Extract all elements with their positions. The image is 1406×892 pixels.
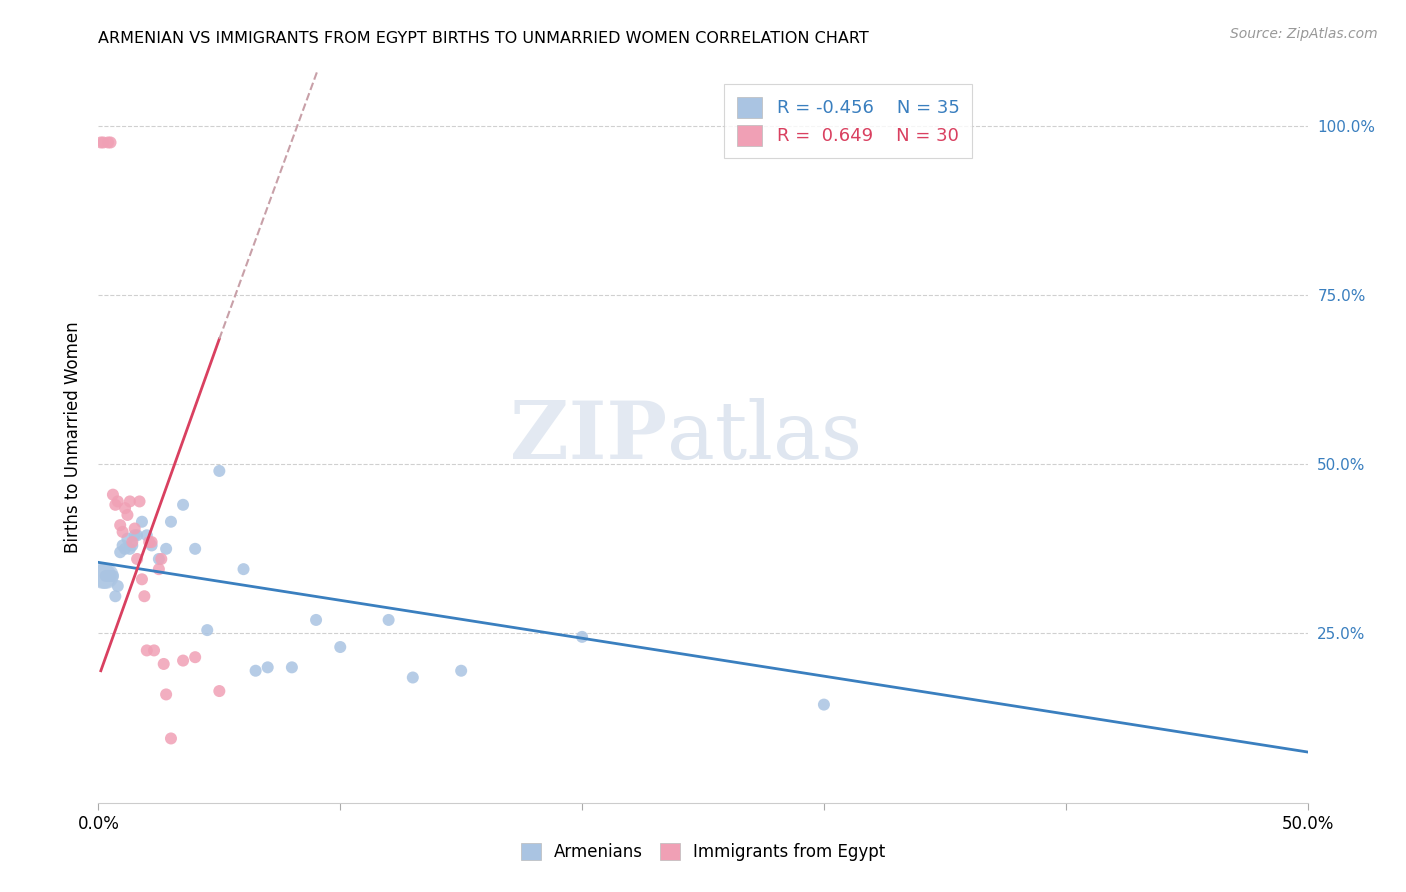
Point (131, 572, 153, 586)
Point (150, 552, 173, 566)
Point (91, 569, 114, 583)
Point (141, 535, 163, 549)
Point (450, 664, 472, 678)
Point (108, 545, 131, 559)
Point (127, 552, 149, 566)
Point (184, 650, 207, 665)
Y-axis label: Births to Unmarried Women: Births to Unmarried Women (63, 321, 82, 553)
Point (104, 589, 127, 603)
Point (128, 494, 150, 508)
Point (117, 508, 139, 522)
Point (813, 698, 835, 712)
Point (160, 731, 183, 746)
Point (184, 541, 207, 556)
Point (160, 515, 183, 529)
Point (114, 501, 136, 516)
Point (101, 488, 124, 502)
Point (208, 464, 231, 478)
Point (104, 498, 127, 512)
Point (172, 498, 194, 512)
Text: ZIP: ZIP (510, 398, 666, 476)
Point (172, 654, 194, 668)
Point (94, 569, 117, 583)
Text: Source: ZipAtlas.com: Source: ZipAtlas.com (1230, 27, 1378, 41)
Point (138, 535, 160, 549)
Point (155, 688, 177, 702)
Point (281, 660, 304, 674)
Point (256, 660, 278, 674)
Point (108, 518, 131, 533)
Point (111, 538, 134, 552)
Point (91, 136, 114, 150)
Point (155, 541, 177, 556)
Point (134, 589, 156, 603)
Point (94, 569, 117, 583)
Point (117, 532, 139, 546)
Point (124, 521, 146, 535)
Point (121, 538, 143, 552)
Point (114, 541, 136, 556)
Point (232, 562, 254, 576)
Point (118, 541, 141, 556)
Point (148, 562, 170, 576)
Point (127, 528, 149, 542)
Point (143, 643, 166, 657)
Point (305, 613, 328, 627)
Point (208, 684, 231, 698)
Point (97, 569, 120, 583)
Point (111, 524, 134, 539)
Point (195, 623, 218, 637)
Legend: Armenians, Immigrants from Egypt: Armenians, Immigrants from Egypt (515, 836, 891, 868)
Point (107, 494, 129, 508)
Point (141, 538, 163, 552)
Point (245, 664, 267, 678)
Point (152, 657, 174, 671)
Point (571, 630, 593, 644)
Point (329, 640, 352, 654)
Point (135, 528, 157, 542)
Point (107, 579, 129, 593)
Point (402, 671, 425, 685)
Point (100, 136, 122, 150)
Point (101, 569, 124, 583)
Point (118, 494, 141, 508)
Point (131, 515, 153, 529)
Point (135, 643, 157, 657)
Point (90, 136, 112, 150)
Point (121, 535, 143, 549)
Text: atlas: atlas (666, 398, 862, 476)
Point (97, 136, 120, 150)
Point (124, 528, 146, 542)
Point (148, 552, 170, 566)
Point (377, 613, 399, 627)
Text: ARMENIAN VS IMMIGRANTS FROM EGYPT BIRTHS TO UNMARRIED WOMEN CORRELATION CHART: ARMENIAN VS IMMIGRANTS FROM EGYPT BIRTHS… (98, 31, 869, 46)
Point (100, 569, 122, 583)
